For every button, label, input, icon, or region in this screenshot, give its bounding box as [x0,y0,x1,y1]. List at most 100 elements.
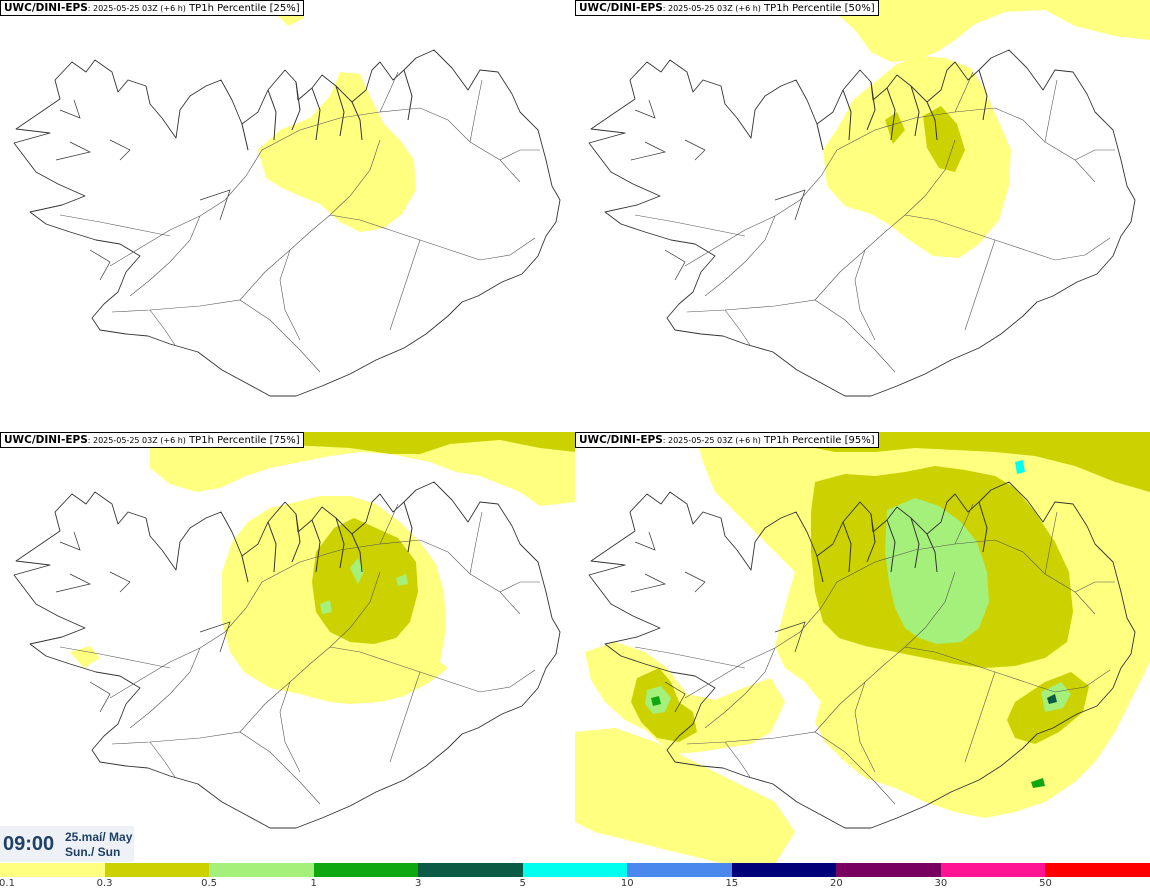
valid-date: 25.maí/ May [65,830,133,844]
precip-area [575,728,795,864]
valid-weekday: Sun./ Sun [65,845,121,859]
panel-title: UWC/DINI-EPS: 2025-05-25 03Z (+6 h) TP1h… [575,432,879,448]
valid-time: 09:00 [3,833,55,855]
road-line [634,214,746,237]
road-line [704,647,776,729]
fjord-line [199,621,231,653]
road-line [964,239,996,331]
fjord-line [267,89,277,141]
road-line [379,503,399,545]
colorbar-label: 5 [519,878,526,889]
road-line [1074,581,1115,593]
fjord-line [866,513,876,563]
precip-area [1031,778,1045,788]
precip-area [312,518,418,644]
colorbar-label: 10 [620,878,634,889]
coastline [13,481,561,829]
fjord-line [842,521,852,573]
road-line [239,571,381,733]
precip-area [923,106,965,172]
road-line [954,503,974,545]
fjord-line [978,501,988,553]
fjord-line [109,571,131,593]
fjord-line [89,681,111,713]
iceland-map [13,432,575,829]
road-line [469,79,483,143]
road-line [499,581,540,593]
fjord-line [886,519,896,573]
fjord-line [335,85,345,137]
fjord-line [311,519,321,573]
precip-area [1047,694,1057,704]
colorbar-label: 0.3 [96,878,113,889]
fjord-line [816,555,824,583]
fjord-line [291,81,301,131]
panel-title: UWC/DINI-EPS: 2025-05-25 03Z (+6 h) TP1h… [0,0,304,16]
precip-area [400,654,448,682]
road-line [724,309,751,346]
fjord-line [630,141,667,161]
colorbar-label: 3 [414,878,422,889]
precip-area [150,432,575,506]
road-line [109,539,521,699]
colorbar-segment [731,863,837,877]
road-line [129,647,201,729]
fjord-line [926,101,938,141]
fjord-line [351,101,363,141]
precip-area [651,696,661,706]
fjord-line [664,249,686,281]
road-line [129,215,201,297]
fjord-line [926,533,938,573]
colorbar-segment [418,863,524,877]
road-line [329,646,536,693]
fjord-line [241,123,249,151]
colorbar-segment [627,863,733,877]
fjord-line [816,123,824,151]
precip-area [825,0,1150,62]
fjord-line [55,141,92,161]
road-line [1044,79,1058,143]
road-line [149,741,176,778]
fjord-line [630,573,667,593]
fjord-line [684,139,706,161]
colorbar-label: 30 [934,878,948,889]
fjord-line [55,573,92,593]
road-line [59,646,171,669]
panel-title: UWC/DINI-EPS: 2025-05-25 03Z (+6 h) TP1h… [575,0,879,16]
fjord-line [866,81,876,131]
road-line [684,539,1096,699]
map-panel-p75: UWC/DINI-EPS: 2025-05-25 03Z (+6 h) TP1h… [0,432,575,864]
fjord-line [886,87,896,141]
road-line [1074,149,1115,161]
iceland-map [13,0,561,397]
colorbar-segment [836,863,942,877]
coastline [588,49,1136,397]
precip-area [270,432,575,454]
road-line [389,239,421,331]
road-line [634,646,746,669]
map-panel-p25: UWC/DINI-EPS: 2025-05-25 03Z (+6 h) TP1h… [0,0,575,432]
fjord-line [59,99,81,119]
precip-area [396,574,408,586]
fjord-line [634,531,656,551]
colorbar-segment [1045,863,1150,877]
colorbar-label: 1 [310,878,317,889]
colorbar-segment [522,863,628,877]
precip-area [1015,460,1025,474]
road-line [964,671,996,763]
colorbar-label: 0.1 [0,878,15,889]
fjord-line [335,517,345,569]
iceland-map [588,0,1150,397]
colorbar-label: 50 [1039,878,1052,889]
road-line [279,249,301,341]
colorbar-label: 15 [725,878,739,889]
fjord-line [59,531,81,551]
colorbar-segment [104,863,210,877]
precip-area [695,432,1150,492]
map-panel-p50: UWC/DINI-EPS: 2025-05-25 03Z (+6 h) TP1h… [575,0,1150,432]
fjord-line [774,189,806,221]
fjord-line [634,99,656,119]
road-line [389,671,421,763]
road-line [109,107,521,267]
precip-area [70,646,100,668]
